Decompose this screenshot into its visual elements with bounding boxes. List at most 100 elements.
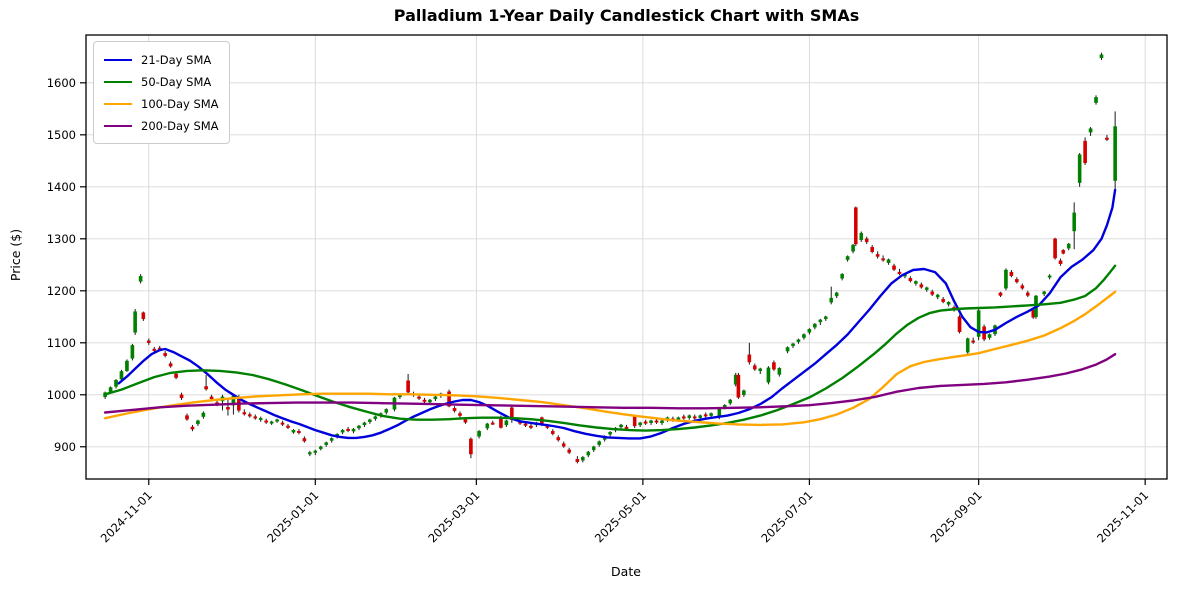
candle [897, 271, 902, 274]
candle [692, 416, 697, 419]
candle [340, 429, 345, 433]
candle [179, 394, 184, 399]
candle [1020, 285, 1025, 289]
x-tick-label: 2025-09-01 [928, 488, 985, 545]
candle [829, 297, 834, 303]
candle [368, 419, 372, 423]
y-tick-label: 900 [54, 440, 76, 454]
candle [417, 396, 421, 399]
legend-label: 50-Day SMA [141, 75, 212, 89]
candle [818, 319, 823, 323]
candle [373, 416, 378, 419]
candle [591, 446, 596, 451]
candle [998, 292, 1003, 296]
candle [133, 311, 137, 333]
candle [152, 348, 157, 351]
candle [854, 207, 858, 245]
candle [185, 415, 189, 420]
candle [930, 291, 935, 295]
legend-label: 21-Day SMA [141, 53, 212, 67]
candle [477, 430, 481, 437]
candle [469, 438, 473, 455]
candle [138, 276, 143, 282]
axes-frame [85, 34, 1168, 480]
candle [957, 316, 962, 333]
x-axis-label: Date [611, 564, 641, 579]
candle [660, 420, 664, 424]
candle [976, 310, 981, 337]
candle [1042, 291, 1046, 295]
candle [458, 413, 462, 416]
candlesticks [103, 52, 1117, 464]
candle [875, 254, 880, 257]
candle [687, 415, 692, 418]
candle [1113, 126, 1117, 181]
candle [428, 399, 432, 403]
y-tick-label: 1500 [47, 128, 76, 142]
200-day-sma-line [103, 353, 1117, 414]
candle [624, 426, 629, 429]
candle [772, 362, 776, 370]
candle [766, 367, 771, 383]
candle [168, 363, 173, 367]
candle [1009, 271, 1014, 276]
candle [297, 430, 301, 433]
candle [561, 443, 566, 447]
candle [141, 312, 146, 320]
candle [649, 420, 653, 424]
candle [351, 428, 356, 432]
candle [242, 412, 247, 415]
candle [357, 425, 361, 429]
candle [324, 442, 329, 445]
candle [946, 302, 951, 305]
candle [935, 294, 940, 298]
candle [791, 343, 795, 347]
candle [504, 420, 509, 426]
candle [638, 422, 642, 426]
candle [971, 340, 975, 343]
candle [125, 360, 129, 372]
candle [682, 416, 686, 419]
candle [881, 258, 885, 261]
candle [346, 428, 350, 431]
candle [597, 441, 602, 445]
candle [785, 347, 790, 352]
candle [247, 414, 252, 417]
candle [258, 417, 263, 420]
legend-line-swatch [104, 59, 132, 61]
candle [728, 399, 733, 404]
y-tick-label: 1600 [47, 76, 76, 90]
candle [318, 446, 323, 450]
21-day-sma-line [117, 188, 1117, 440]
candle [1083, 140, 1087, 164]
y-tick-label: 1200 [47, 284, 76, 298]
candle [485, 423, 490, 429]
candle [1061, 250, 1066, 254]
candle [643, 421, 648, 424]
x-tick-label: 2025-03-01 [425, 488, 482, 545]
candle [286, 425, 290, 428]
y-tick-label: 1400 [47, 180, 76, 194]
candle [870, 246, 874, 253]
candle [851, 244, 855, 252]
candle [163, 352, 167, 356]
candle [302, 438, 307, 442]
legend-label: 100-Day SMA [141, 97, 219, 111]
x-tick-label: 2025-11-01 [1094, 488, 1151, 545]
candle [490, 422, 495, 425]
candle [291, 429, 296, 433]
candle [908, 278, 913, 282]
candle [834, 292, 839, 297]
candle [567, 449, 571, 453]
y-tick-label: 1300 [47, 232, 76, 246]
candle [575, 459, 580, 463]
candle [422, 399, 427, 402]
legend-entry: 200-Day SMA [104, 115, 219, 137]
legend-entry: 50-Day SMA [104, 71, 219, 93]
candle [308, 452, 312, 455]
candle [886, 259, 891, 263]
candle [204, 386, 208, 390]
candle [608, 432, 612, 435]
candle [114, 380, 118, 387]
candle [313, 450, 318, 453]
